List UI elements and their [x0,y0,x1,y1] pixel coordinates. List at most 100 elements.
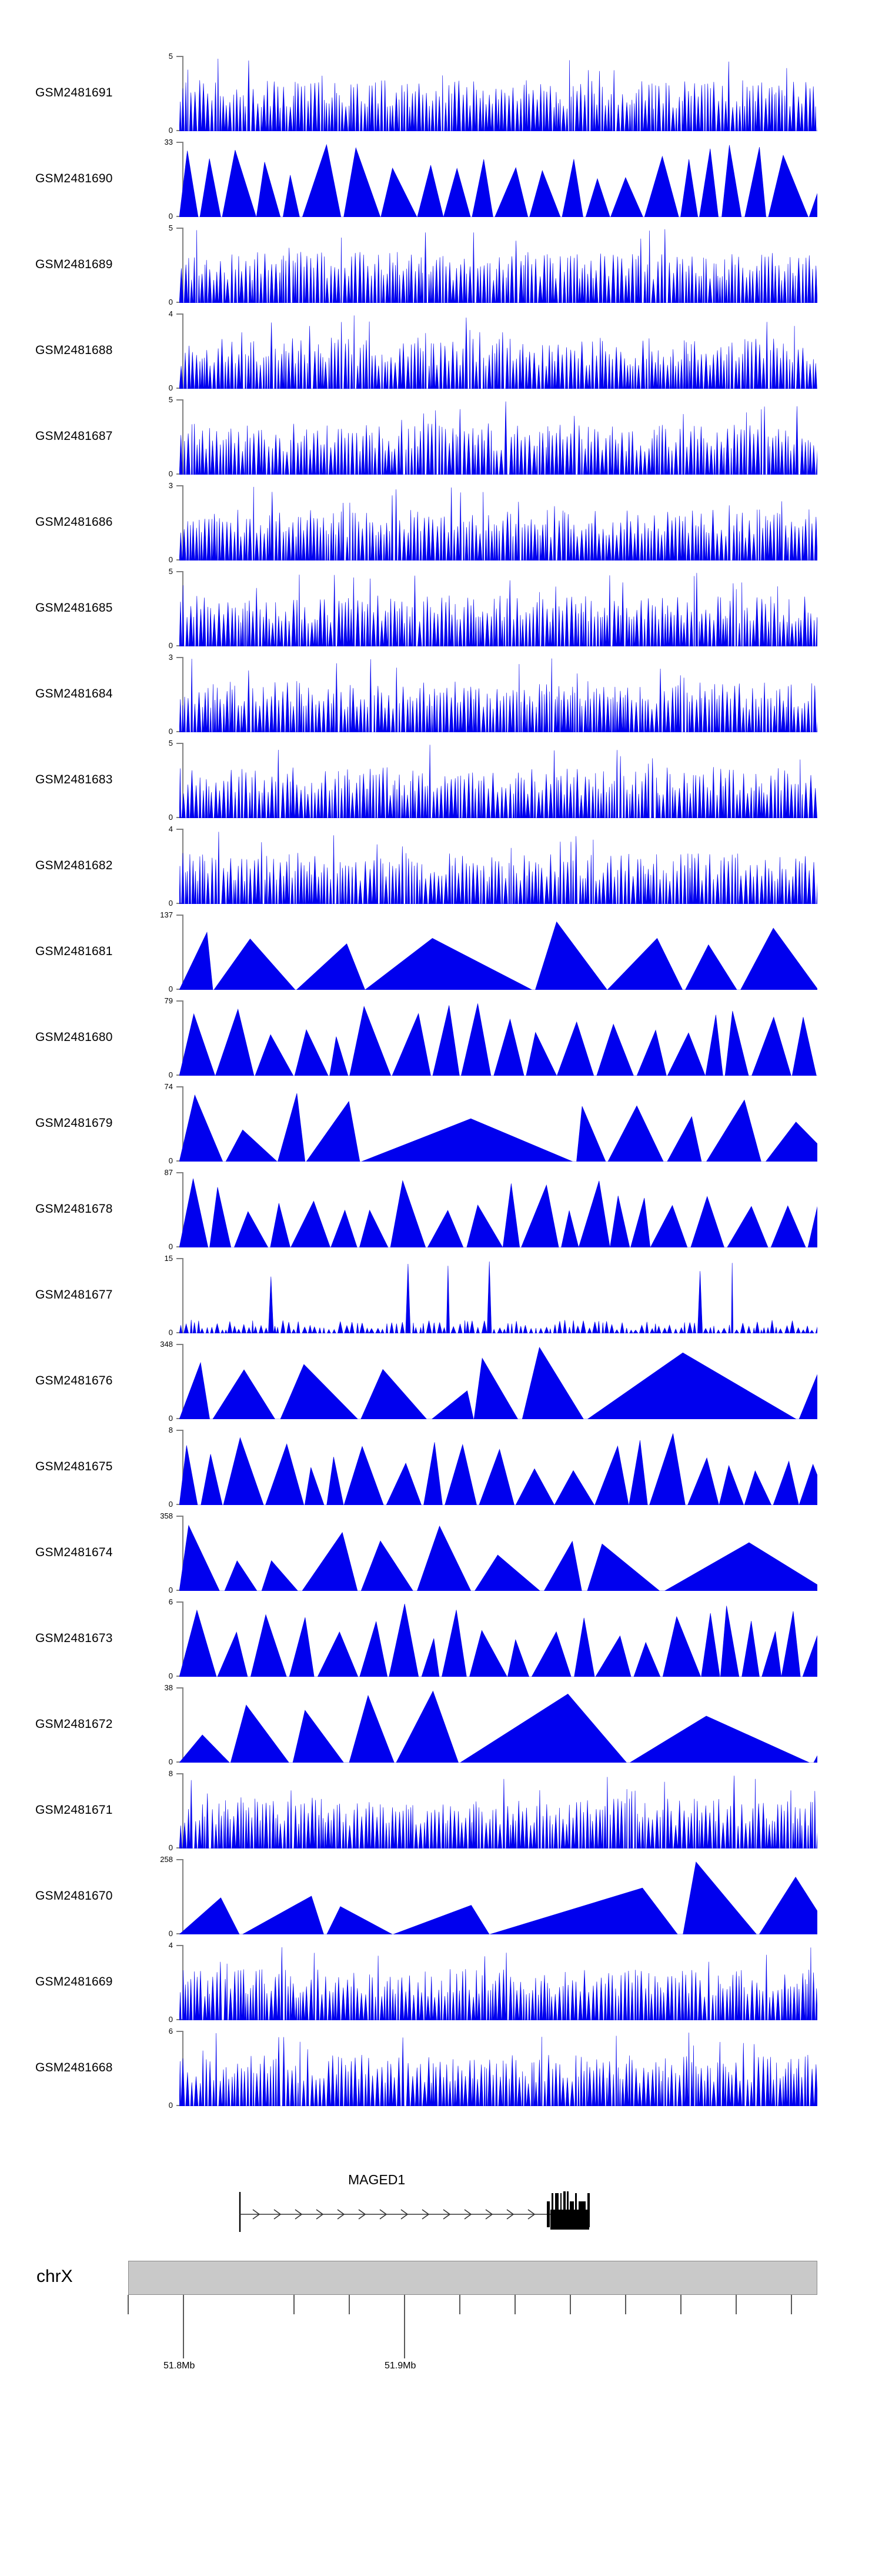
coverage-track: GSM2481671 8 0 [0,1769,882,1852]
track-sample-label: GSM2481670 [35,1889,113,1903]
coverage-area-svg [179,2033,817,2106]
coverage-track: GSM2481674 358 0 [0,1512,882,1594]
y-axis-min-value: 0 [168,1156,173,1165]
coverage-plot-area [179,1859,817,1934]
track-sample-label: GSM2481673 [35,1631,113,1645]
y-axis-tick-max [176,915,183,916]
track-sample-label: GSM2481672 [35,1717,113,1731]
y-axis-line [182,228,183,303]
y-axis-line [182,915,183,990]
track-sample-label: GSM2481690 [35,172,113,185]
coverage-plot-area [179,1172,817,1247]
y-axis-min-value: 0 [168,126,173,135]
y-axis-tick-max [176,1687,183,1689]
coverage-plot-area [179,142,817,217]
coverage-plot-area [179,657,817,732]
track-sample-label: GSM2481683 [35,773,113,786]
track-sample-label: GSM2481668 [35,2061,113,2074]
track-sample-label: GSM2481681 [35,945,113,958]
y-axis-line [182,1945,183,2020]
track-sample-label: GSM2481684 [35,687,113,700]
y-axis-tick-max [176,56,183,57]
gene-name-label: MAGED1 [348,2172,406,2187]
coverage-track: GSM2481678 87 0 [0,1168,882,1250]
y-axis-tick-max [176,1258,183,1259]
coverage-track: GSM2481679 74 0 [0,1082,882,1165]
coverage-plot-area [179,915,817,990]
y-axis-min-value: 0 [168,727,173,736]
y-axis-max-value: 6 [168,1597,173,1606]
coverage-area-svg [179,486,817,560]
y-axis-max-value: 15 [164,1254,173,1263]
coverage-area-svg [179,1947,817,2020]
y-axis-tick-max [176,2031,183,2032]
y-axis-max-value: 87 [164,1168,173,1177]
y-axis-max-value: 4 [168,1941,173,1950]
y-axis-max-value: 5 [168,567,173,576]
y-axis-line [182,1687,183,1763]
track-sample-label: GSM2481679 [35,1116,113,1130]
track-sample-label: GSM2481685 [35,601,113,615]
gene-model-row: MAGED1 [0,2159,882,2235]
axis-tick-label: 51.9Mb [385,2361,416,2371]
coverage-track: GSM2481680 79 0 [0,997,882,1079]
track-sample-label: GSM2481671 [35,1803,113,1817]
y-axis-max-value: 74 [164,1082,173,1091]
y-axis-max-value: 3 [168,481,173,490]
y-axis-min-value: 0 [168,1070,173,1079]
y-axis-line [182,485,183,560]
coverage-track: GSM2481672 38 0 [0,1683,882,1766]
coverage-track: GSM2481684 3 0 [0,653,882,736]
y-axis-max-value: 348 [160,1340,173,1349]
coverage-area-svg [179,921,817,990]
y-axis-tick-max [176,1430,183,1431]
y-axis-min-value: 0 [168,1671,173,1680]
y-axis-tick-max [176,313,183,315]
y-axis-min-value: 0 [168,1843,173,1852]
y-axis-tick-max [176,485,183,486]
y-axis-tick-max [176,1601,183,1603]
coverage-plot-area [179,399,817,475]
coverage-plot-area [179,1430,817,1505]
coverage-area-svg [179,658,817,732]
coverage-area-svg [179,58,817,131]
track-sample-label: GSM2481689 [35,258,113,271]
coverage-area-svg [179,1603,817,1677]
track-sample-label: GSM2481688 [35,343,113,357]
y-axis-min-value: 0 [168,555,173,564]
y-axis-max-value: 137 [160,910,173,919]
coverage-track: GSM2481669 4 0 [0,1941,882,2024]
y-axis-tick-max [176,829,183,830]
y-axis-line [182,1000,183,1076]
y-axis-min-value: 0 [168,298,173,306]
y-axis-min-value: 0 [168,2015,173,2024]
coverage-track: GSM2481682 4 0 [0,825,882,907]
coverage-area-svg [179,1690,817,1763]
y-axis-line [182,1601,183,1677]
coverage-area-svg [179,1178,817,1247]
y-axis-max-value: 5 [168,52,173,61]
coverage-track: GSM2481670 258 0 [0,1856,882,1937]
y-axis-min-value: 0 [168,985,173,993]
y-axis-line [182,399,183,475]
coverage-area-svg [179,1261,817,1333]
track-sample-label: GSM2481682 [35,859,113,872]
y-axis-max-value: 38 [164,1683,173,1692]
y-axis-max-value: 8 [168,1426,173,1434]
y-axis-line [182,1086,183,1162]
coverage-plot-area [179,1000,817,1076]
y-axis-min-value: 0 [168,1328,173,1337]
coverage-track: GSM2481681 137 0 [0,911,882,993]
coverage-plot-area [179,56,817,131]
y-axis-max-value: 3 [168,653,173,662]
coverage-track: GSM2481683 5 0 [0,739,882,821]
y-axis-line [182,1258,183,1333]
y-axis-max-value: 5 [168,739,173,748]
y-axis-max-value: 8 [168,1769,173,1778]
track-sample-label: GSM2481691 [35,86,113,99]
coverage-plot-area [179,2031,817,2106]
coverage-track: GSM2481676 348 0 [0,1340,882,1422]
coverage-track: GSM2481677 15 0 [0,1254,882,1337]
coverage-plot-area [179,313,817,389]
